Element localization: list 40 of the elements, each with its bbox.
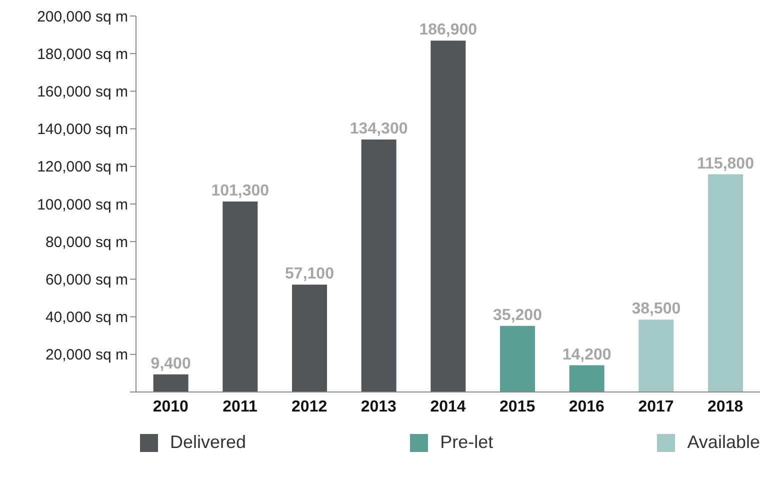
- legend-label: Pre-let: [440, 432, 494, 453]
- y-tick-label: 20,000 sq m: [45, 346, 128, 364]
- y-tick-label: 200,000 sq m: [37, 8, 128, 26]
- bar: [708, 174, 743, 392]
- x-tick-label: 2018: [708, 398, 744, 416]
- bar: [153, 374, 188, 392]
- data-label: 57,100: [285, 266, 334, 283]
- y-tick-label: 100,000 sq m: [37, 196, 128, 214]
- bar: [430, 40, 466, 392]
- data-label: 134,300: [350, 120, 408, 138]
- data-label: 186,900: [419, 22, 478, 39]
- legend-label: Delivered: [170, 432, 246, 453]
- x-tick-label: 2016: [568, 398, 605, 416]
- y-tick-label: 120,000 sq m: [37, 158, 128, 176]
- x-tick-label: 2010: [152, 398, 189, 416]
- bar: [361, 140, 396, 392]
- x-tick-label: 2017: [638, 398, 674, 416]
- y-tick-label: 80,000 sq m: [45, 234, 128, 251]
- bar: [292, 284, 327, 392]
- legend-label: Available: [687, 432, 760, 453]
- y-tick-label: 160,000 sq m: [37, 84, 128, 101]
- x-tick-label: 2012: [292, 398, 328, 416]
- data-label: 35,200: [493, 306, 542, 324]
- y-tick-label: 140,000 sq m: [37, 121, 128, 138]
- bar: [222, 202, 258, 392]
- bar: [569, 365, 604, 392]
- y-tick-label: 180,000 sq m: [37, 46, 128, 63]
- data-label: 101,300: [211, 182, 270, 200]
- y-tick-label: 60,000 sq m: [45, 272, 128, 289]
- bar: [638, 320, 674, 392]
- x-tick-label: 2014: [430, 398, 466, 416]
- bar: [500, 326, 535, 392]
- data-label: 14,200: [562, 346, 612, 364]
- y-tick-label: 40,000 sq m: [45, 309, 128, 326]
- data-label: 9,400: [150, 355, 191, 372]
- data-label: 38,500: [632, 300, 681, 318]
- x-tick-label: 2015: [500, 398, 536, 416]
- x-tick-label: 2011: [222, 398, 258, 416]
- data-label: 115,800: [697, 155, 754, 172]
- x-tick-label: 2013: [360, 398, 397, 416]
